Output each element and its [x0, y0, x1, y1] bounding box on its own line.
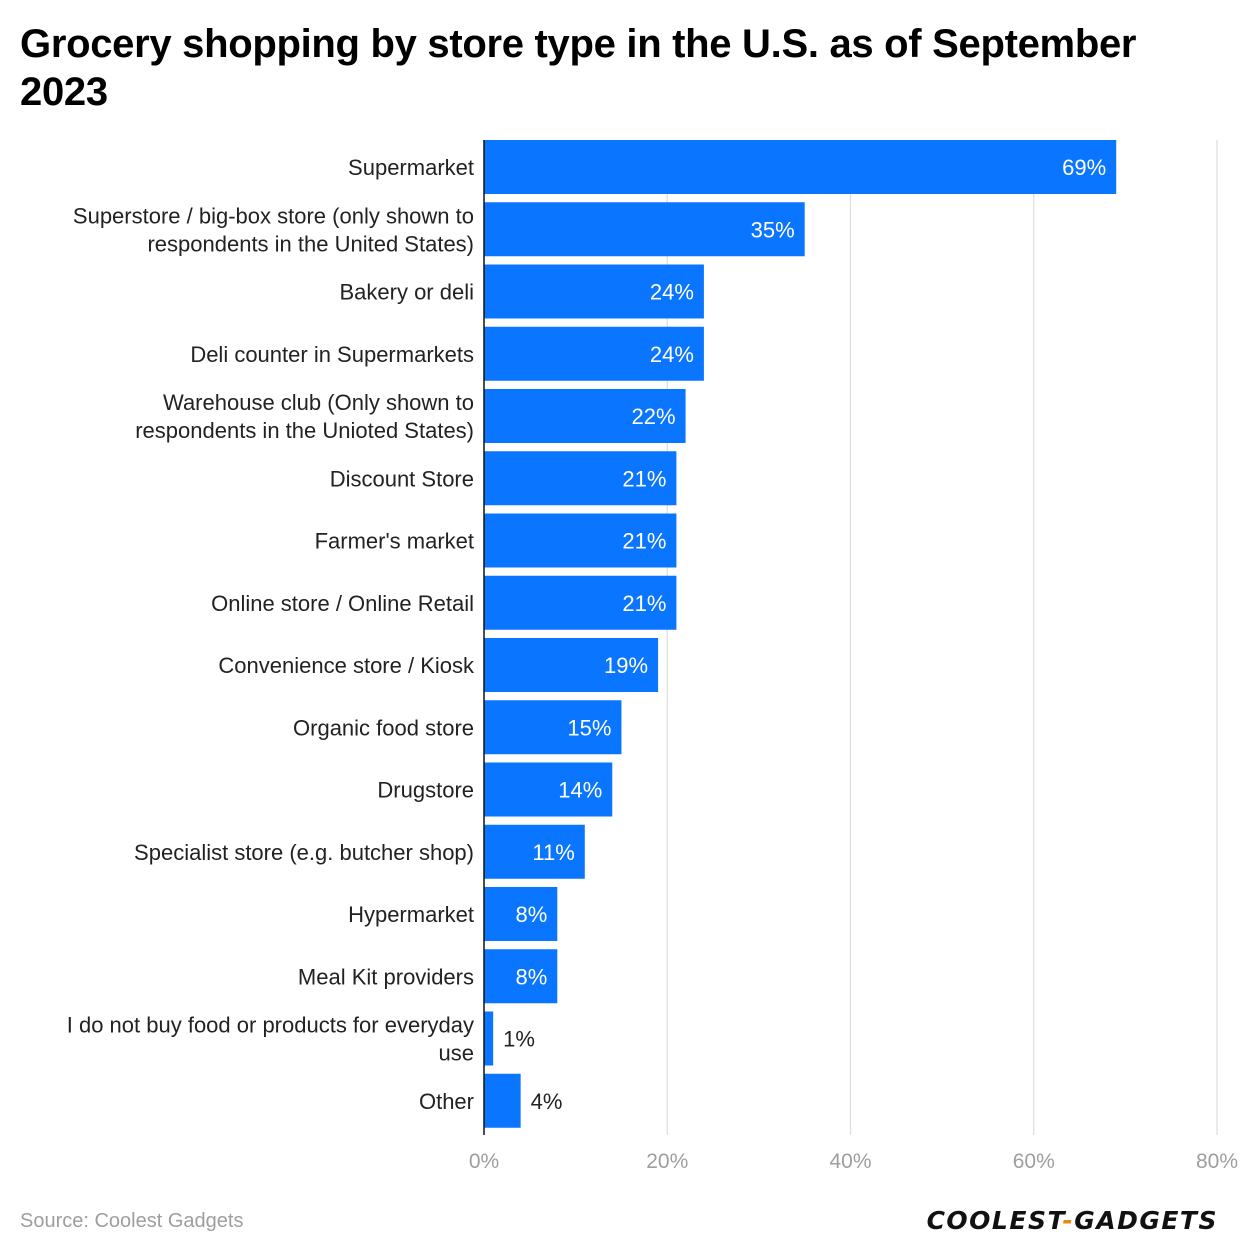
bar [484, 762, 613, 817]
value-labels: 69% 35% 24% 24% 22% 21% 21% 21% 19% 15% 14% 11% 8% 8%… [503, 155, 1106, 1114]
category-label: Specialist store (e.g. butcher shop) [134, 840, 474, 865]
x-tick-label: 60% [1013, 1150, 1055, 1173]
value-label: 19% [604, 653, 648, 678]
bar [484, 451, 677, 506]
chart-title: Grocery shopping by store type in the U.… [20, 22, 1137, 114]
source-note: Source: Coolest Gadgets [20, 1210, 244, 1232]
value-label: 22% [632, 404, 676, 429]
value-label: 8% [516, 964, 548, 989]
category-label: Other [419, 1089, 474, 1114]
bar [484, 264, 704, 319]
bar [484, 389, 686, 443]
category-label: Superstore / big-box store (only shown t… [73, 203, 474, 256]
value-label: 15% [567, 715, 611, 740]
category-label: Drugstore [377, 778, 474, 803]
category-label: I do not buy food or products for everyd… [67, 1013, 474, 1066]
category-label: Supermarket [348, 155, 474, 180]
bar [484, 140, 1117, 194]
category-label: Discount Store [330, 466, 474, 491]
logo-word-2: GADGETS [1074, 1206, 1218, 1235]
brand-logo: COOLEST-GADGETS [927, 1206, 1218, 1235]
category-label: Online store / Online Retail [211, 591, 474, 616]
category-label: Deli counter in Supermarkets [190, 342, 474, 367]
x-tick-label: 0% [469, 1150, 499, 1173]
bar-chart: Supermarket Superstore / big-box store (o… [67, 140, 1238, 1173]
bar [484, 887, 558, 941]
x-tick-label: 40% [829, 1150, 871, 1173]
value-label: 11% [532, 840, 574, 865]
category-labels: Supermarket Superstore / big-box store (o… [67, 155, 475, 1114]
value-label: 35% [751, 217, 795, 242]
value-label: 24% [650, 280, 694, 305]
value-label: 24% [650, 342, 694, 367]
value-label: 4% [531, 1089, 563, 1114]
bar [484, 949, 558, 1004]
category-label: Bakery or deli [339, 280, 474, 305]
value-label: 8% [516, 902, 548, 927]
value-label: 1% [503, 1027, 535, 1052]
bar [484, 575, 677, 630]
value-label: 21% [622, 591, 666, 616]
category-label: Meal Kit providers [298, 964, 474, 989]
category-label: Hypermarket [348, 902, 474, 927]
category-label: Warehouse club (Only shown to respondents… [135, 390, 474, 443]
category-label: Organic food store [293, 715, 474, 740]
gridlines [666, 140, 1218, 1135]
x-axis-ticks: 0% 20% 40% 60% 80% [469, 1150, 1238, 1173]
bar [484, 202, 805, 257]
bar [484, 513, 677, 568]
bar [484, 326, 704, 381]
logo-dash: - [1062, 1206, 1075, 1235]
bars [484, 140, 1117, 1128]
bar [484, 638, 659, 692]
bar [484, 700, 622, 755]
logo-word-1: COOLEST [926, 1206, 1063, 1235]
x-tick-label: 80% [1196, 1150, 1238, 1173]
bar [484, 824, 585, 879]
x-tick-label: 20% [646, 1150, 688, 1173]
bar [484, 1073, 521, 1128]
value-label: 21% [622, 466, 666, 491]
value-label: 14% [558, 778, 602, 803]
value-label: 21% [622, 529, 666, 554]
value-label: 69% [1062, 155, 1106, 180]
category-label: Convenience store / Kiosk [218, 653, 475, 678]
bar [484, 1011, 494, 1066]
category-label: Farmer's market [315, 529, 474, 554]
